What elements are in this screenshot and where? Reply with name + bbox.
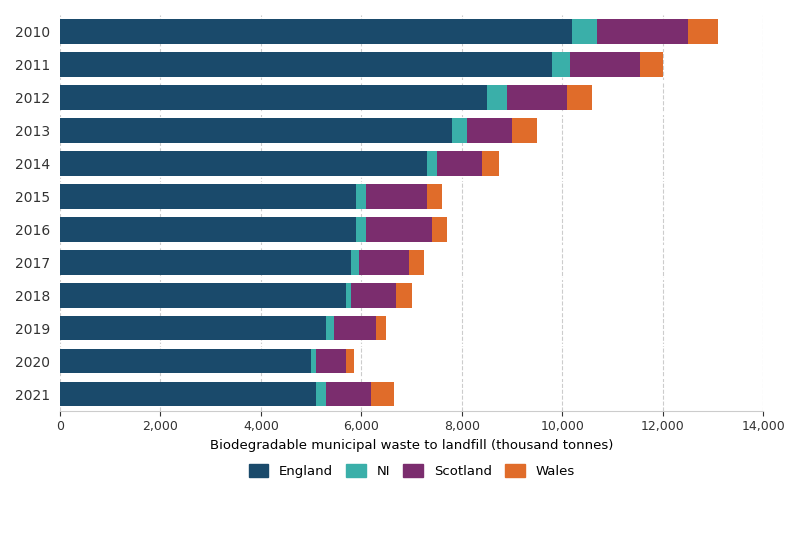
Bar [397,283,411,308]
Bar [371,382,394,407]
Bar [366,184,426,208]
Bar [60,151,426,176]
Bar [311,349,316,374]
Bar [60,349,311,374]
Bar [351,250,359,274]
Bar [409,250,424,274]
Bar [346,283,351,308]
Bar [482,151,499,176]
Bar [567,85,592,110]
Bar [60,85,487,110]
Bar [60,19,572,44]
Bar [334,316,376,341]
Bar [326,382,371,407]
Bar [356,184,366,208]
Bar [512,118,537,143]
Bar [507,85,567,110]
Bar [60,217,356,241]
Bar [426,151,437,176]
Bar [376,316,386,341]
Bar [452,118,466,143]
Bar [316,349,346,374]
Bar [487,85,507,110]
Bar [60,118,452,143]
Bar [366,217,432,241]
Bar [60,250,351,274]
Bar [60,52,552,77]
Bar [346,349,354,374]
Bar [356,217,366,241]
Bar [359,250,409,274]
Bar [426,184,442,208]
Bar [552,52,570,77]
Bar [351,283,397,308]
Bar [570,52,640,77]
Legend: England, NI, Scotland, Wales: England, NI, Scotland, Wales [243,458,580,483]
Bar [60,316,326,341]
X-axis label: Biodegradable municipal waste to landfill (thousand tonnes): Biodegradable municipal waste to landfil… [210,439,614,452]
Bar [598,19,688,44]
Bar [60,184,356,208]
Bar [60,283,346,308]
Bar [688,19,718,44]
Bar [316,382,326,407]
Bar [326,316,334,341]
Bar [572,19,598,44]
Bar [640,52,662,77]
Bar [432,217,446,241]
Bar [60,382,316,407]
Bar [437,151,482,176]
Bar [466,118,512,143]
